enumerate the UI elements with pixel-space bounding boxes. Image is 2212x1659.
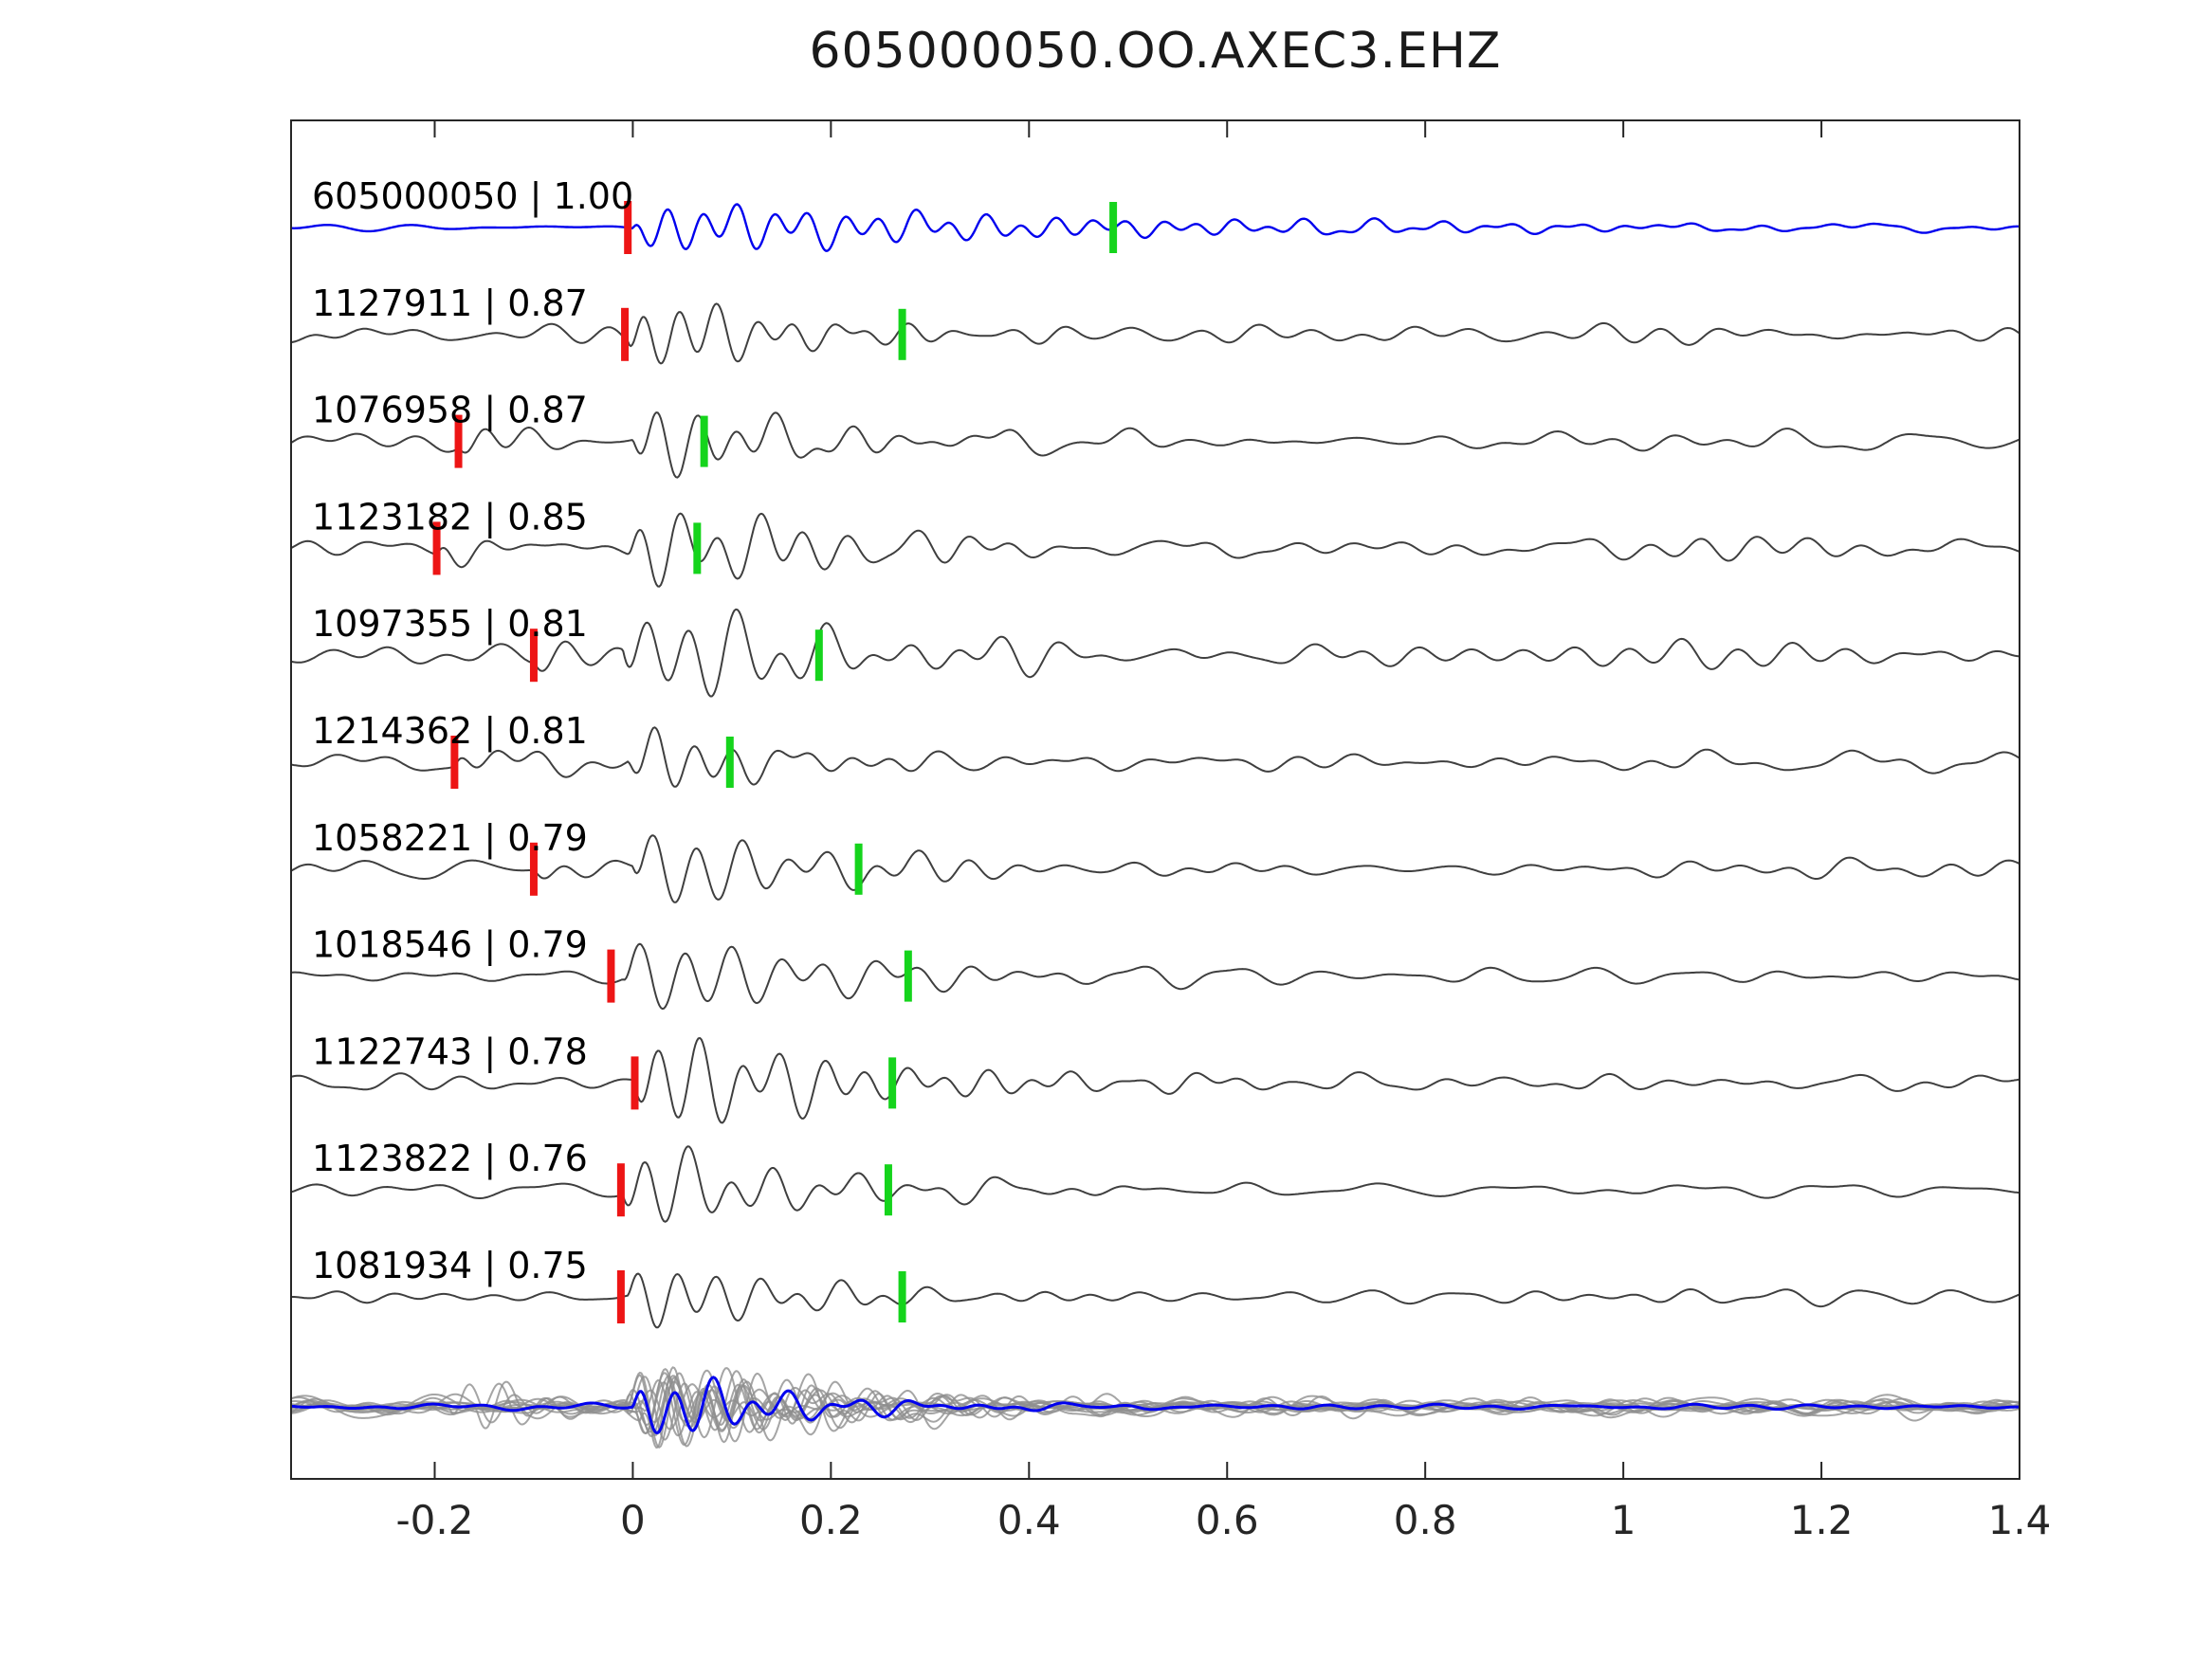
x-tick-label: 1.4 [1988,1497,2052,1543]
green-pick-marker [1109,202,1118,253]
green-pick-marker [700,415,708,467]
waveform-trace [292,203,2019,252]
green-pick-marker [884,1164,892,1216]
red-pick-marker [529,629,538,683]
waveform-trace [292,942,2019,1011]
red-pick-marker [621,307,630,361]
x-tick-label: 0.4 [997,1497,1061,1543]
waveform-trace [292,608,2019,698]
trace-label: 1076958 | 0.87 [312,390,588,432]
waveform-trace [292,1376,2019,1434]
trace-label: 1058221 | 0.79 [312,817,588,860]
green-pick-marker [814,629,823,682]
red-pick-marker [631,1056,639,1110]
waveform-trace [292,1145,2019,1223]
x-tick-label: 1.2 [1790,1497,1854,1543]
red-pick-marker [454,414,463,468]
red-pick-marker [616,1270,625,1323]
x-tick-label: -0.2 [396,1497,474,1543]
x-tick-label: 1 [1611,1497,1636,1543]
chart-title: 605000050.OO.AXEC3.EHZ [809,23,1502,80]
trace-label: 1081934 | 0.75 [312,1245,588,1287]
green-pick-marker [693,522,702,574]
waveform-trace [292,1371,2019,1449]
trace-label: 1123822 | 0.76 [312,1138,588,1180]
x-tick-label: 0.8 [1394,1497,1457,1543]
red-pick-marker [529,842,538,896]
plot-border [290,119,2020,1480]
waveform-trace [292,1037,2019,1124]
red-pick-marker [432,521,441,575]
green-pick-marker [904,950,912,1002]
green-pick-marker [888,1057,897,1109]
x-tick-label: 0.6 [1196,1497,1259,1543]
red-pick-marker [607,949,615,1003]
x-tick-label: 0.2 [799,1497,863,1543]
trace-label: 1127911 | 0.87 [312,283,588,325]
green-pick-marker [898,308,906,360]
green-pick-marker [725,737,734,788]
waveform-trace [292,411,2019,479]
trace-label: 1122743 | 0.78 [312,1030,588,1073]
trace-label: 1214362 | 0.81 [312,710,588,753]
waveform-trace [292,726,2019,788]
green-pick-marker [898,1271,906,1322]
trace-label: 1018546 | 0.79 [312,924,588,967]
x-tick-label: 0 [620,1497,646,1543]
waveform-trace [292,1368,2019,1448]
waveform-trace [292,834,2019,903]
traces-layer [292,201,2019,1449]
trace-label: 605000050 | 1.00 [312,175,633,218]
green-pick-marker [854,843,863,895]
waveform-trace [292,512,2019,588]
red-pick-marker [450,736,459,789]
waveform-trace [292,1272,2019,1329]
trace-label: 1097355 | 0.81 [312,603,588,646]
trace-label: 1123182 | 0.85 [312,496,588,538]
red-pick-marker [616,1163,625,1217]
red-pick-marker [624,201,632,254]
waveform-trace [292,302,2019,365]
